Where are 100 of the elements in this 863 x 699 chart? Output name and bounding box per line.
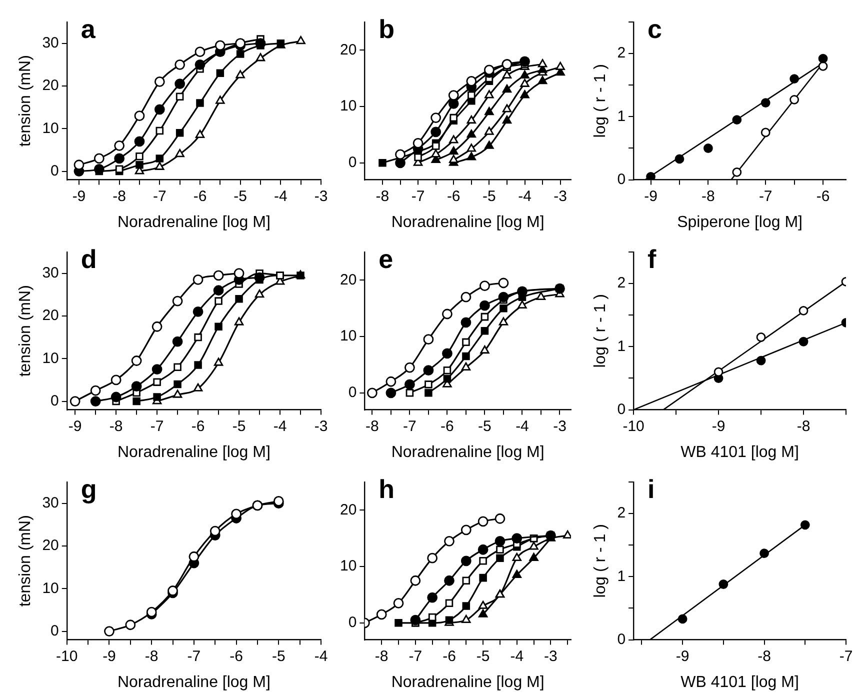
x-axis-title: Noradrenaline [log M] bbox=[117, 674, 270, 691]
x-tick-label: -7 bbox=[839, 648, 853, 665]
y-tick-label: 10 bbox=[42, 120, 59, 137]
x-tick-label: -5 bbox=[272, 648, 286, 665]
x-tick-label: -7 bbox=[187, 648, 201, 665]
x-tick-label: -6 bbox=[440, 418, 454, 435]
x-tick-label: -6 bbox=[191, 418, 205, 435]
x-tick-label: -8 bbox=[109, 418, 123, 435]
x-tick-label: -6 bbox=[193, 188, 207, 205]
x-tick-label: -6 bbox=[446, 188, 460, 205]
y-tick-label: 2 bbox=[617, 504, 626, 522]
y-axis-title: log ( r - 1 ) bbox=[592, 524, 610, 598]
x-tick-label: -4 bbox=[274, 188, 288, 205]
y-tick-label: 20 bbox=[340, 501, 357, 518]
x-tick-label: -4 bbox=[273, 418, 287, 435]
x-tick-label: -5 bbox=[232, 418, 246, 435]
y-tick-label: 0 bbox=[348, 384, 357, 402]
x-tick-label: -3 bbox=[553, 418, 566, 435]
chart-title: b bbox=[378, 14, 395, 44]
y-tick-label: 20 bbox=[42, 307, 59, 324]
x-tick-label: -9 bbox=[72, 188, 86, 205]
chart-title: i bbox=[648, 474, 655, 504]
y-tick-label: 10 bbox=[42, 350, 59, 367]
y-tick-label: 10 bbox=[42, 580, 59, 597]
x-axis-title: Noradrenaline [log M] bbox=[391, 444, 544, 461]
y-tick-label: 30 bbox=[42, 494, 59, 512]
x-tick-label: -5 bbox=[478, 418, 492, 435]
x-tick-label: -7 bbox=[408, 648, 422, 665]
x-tick-label: -5 bbox=[476, 648, 490, 665]
y-tick-label: 0 bbox=[50, 622, 59, 640]
x-tick-label: -3 bbox=[314, 188, 328, 205]
x-tick-label: -10 bbox=[56, 648, 78, 665]
x-axis-title: Noradrenaline [log M] bbox=[117, 214, 270, 231]
x-tick-label: -6 bbox=[816, 188, 830, 205]
x-tick-label: -8 bbox=[366, 418, 379, 435]
x-tick-label: -5 bbox=[234, 188, 247, 205]
y-tick-label: 0 bbox=[348, 614, 357, 632]
y-tick-label: 20 bbox=[42, 537, 59, 554]
x-tick-label: -6 bbox=[442, 648, 456, 665]
chart-title: c bbox=[648, 14, 662, 44]
chart-title: e bbox=[378, 244, 394, 274]
y-tick-label: 20 bbox=[42, 77, 59, 94]
x-tick-label: -8 bbox=[758, 648, 771, 665]
x-tick-label: -9 bbox=[68, 418, 82, 435]
x-tick-label: -8 bbox=[376, 188, 390, 205]
x-tick-label: -9 bbox=[102, 648, 116, 665]
x-axis-title: Noradrenaline [log M] bbox=[391, 674, 544, 691]
y-tick-label: 10 bbox=[340, 558, 357, 575]
x-axis-title: Noradrenaline [log M] bbox=[391, 214, 544, 231]
chart-title: f bbox=[648, 244, 657, 274]
y-axis-title: log ( r - 1 ) bbox=[592, 294, 610, 368]
chart-title: a bbox=[80, 14, 96, 44]
x-tick-label: -9 bbox=[676, 648, 690, 665]
x-tick-label: -9 bbox=[712, 418, 726, 435]
y-tick-label: 0 bbox=[50, 392, 59, 410]
y-tick-label: 30 bbox=[42, 34, 59, 52]
y-tick-label: 30 bbox=[42, 264, 59, 282]
x-tick-label: -9 bbox=[644, 188, 658, 205]
x-axis-title: Spiperone [log M] bbox=[677, 214, 802, 231]
x-tick-label: -8 bbox=[374, 648, 388, 665]
y-tick-label: 20 bbox=[340, 271, 357, 288]
chart-title: g bbox=[80, 474, 97, 504]
x-tick-label: -8 bbox=[796, 418, 810, 435]
y-tick-label: 20 bbox=[340, 41, 357, 58]
x-tick-label: -3 bbox=[314, 418, 328, 435]
chart-title: d bbox=[80, 244, 97, 274]
x-tick-label: -3 bbox=[544, 648, 558, 665]
y-tick-label: 0 bbox=[617, 170, 626, 188]
y-tick-label: 1 bbox=[617, 568, 626, 585]
y-axis-title: tension (mN) bbox=[17, 55, 34, 147]
x-tick-label: -7 bbox=[403, 418, 416, 435]
x-tick-label: -8 bbox=[702, 188, 715, 205]
y-tick-label: 2 bbox=[617, 44, 626, 62]
x-tick-label: -4 bbox=[518, 188, 532, 205]
y-tick-label: 10 bbox=[340, 98, 357, 115]
y-axis-title: tension (mN) bbox=[17, 285, 34, 377]
x-tick-label: -7 bbox=[758, 188, 772, 205]
x-axis-title: Noradrenaline [log M] bbox=[117, 444, 270, 461]
y-tick-label: 10 bbox=[340, 328, 357, 345]
y-tick-label: 0 bbox=[617, 630, 626, 648]
x-tick-label: -5 bbox=[482, 188, 496, 205]
x-tick-label: -6 bbox=[230, 648, 243, 665]
chart-title: h bbox=[378, 474, 395, 504]
y-axis-title: tension (mN) bbox=[17, 515, 34, 607]
x-tick-label: -8 bbox=[112, 188, 126, 205]
x-tick-label: -7 bbox=[150, 418, 164, 435]
y-tick-label: 0 bbox=[348, 154, 357, 172]
y-tick-label: 2 bbox=[617, 274, 626, 292]
x-tick-label: -7 bbox=[411, 188, 425, 205]
x-tick-label: -4 bbox=[314, 648, 328, 665]
y-tick-label: 1 bbox=[617, 108, 626, 125]
y-axis-title: log ( r - 1 ) bbox=[592, 64, 610, 138]
x-axis-title: WB 4101 [log M] bbox=[680, 444, 799, 461]
y-tick-label: 0 bbox=[50, 162, 59, 180]
x-tick-label: -8 bbox=[144, 648, 158, 665]
y-tick-label: 1 bbox=[617, 338, 626, 355]
x-tick-label: -4 bbox=[516, 418, 529, 435]
x-tick-label: -3 bbox=[554, 188, 567, 205]
x-tick-label: -4 bbox=[510, 648, 524, 665]
x-axis-title: WB 4101 [log M] bbox=[680, 674, 799, 691]
